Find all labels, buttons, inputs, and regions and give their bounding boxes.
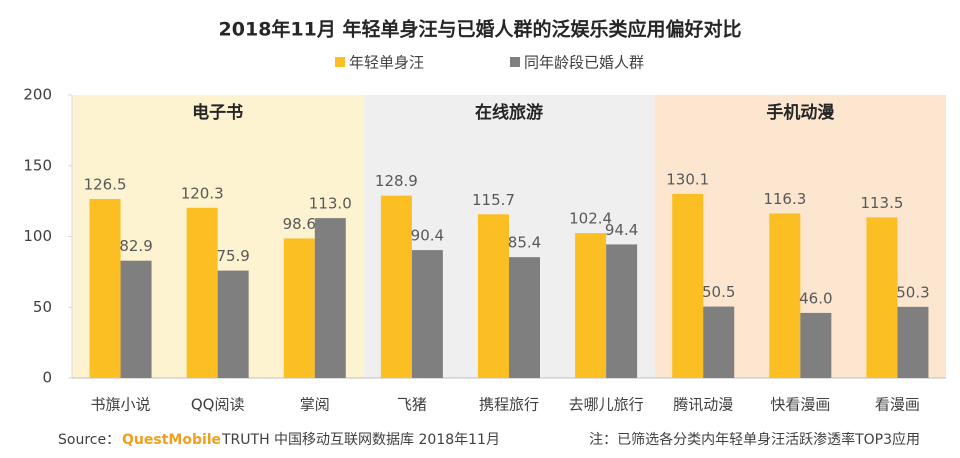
y-tick-label: 0 xyxy=(42,369,52,387)
x-tick-label: 书旗小说 xyxy=(91,396,151,414)
value-label: 130.1 xyxy=(666,170,709,188)
value-label: 50.5 xyxy=(702,283,735,301)
y-tick-label: 150 xyxy=(23,156,52,174)
bar xyxy=(217,270,249,378)
value-label: 113.0 xyxy=(309,195,352,213)
bar xyxy=(411,250,443,378)
bar xyxy=(800,312,832,378)
bar xyxy=(89,199,121,378)
bar xyxy=(897,306,929,378)
value-label: 128.9 xyxy=(375,172,418,190)
value-label: 102.4 xyxy=(569,210,612,228)
bar xyxy=(866,217,898,378)
group-label: 在线旅游 xyxy=(475,102,543,123)
bar xyxy=(380,195,412,378)
y-tick-label: 200 xyxy=(23,86,52,104)
value-label: 82.9 xyxy=(119,237,152,255)
value-label: 116.3 xyxy=(763,190,806,208)
value-label: 85.4 xyxy=(508,234,541,252)
bar xyxy=(283,238,315,378)
bar xyxy=(703,306,735,378)
value-label: 90.4 xyxy=(411,227,444,245)
y-tick-label: 50 xyxy=(33,298,52,316)
bar xyxy=(769,213,801,378)
x-tick-label: 飞猪 xyxy=(397,396,427,414)
group-label: 电子书 xyxy=(192,102,243,123)
footnote: 注：已筛选各分类内年轻单身汪活跃渗透率TOP3应用 xyxy=(589,431,920,448)
x-tick-label: 看漫画 xyxy=(875,396,920,414)
legend-label: 同年龄段已婚人群 xyxy=(524,54,644,72)
x-tick-label: 腾讯动漫 xyxy=(673,396,733,414)
legend-swatch xyxy=(335,57,345,67)
source-text: TRUTH 中国移动互联网数据库 2018年11月 xyxy=(221,432,500,448)
x-tick-label: 快看漫画 xyxy=(770,396,830,414)
x-tick-label: 掌阅 xyxy=(300,396,330,414)
source-brand: QuestMobile xyxy=(122,432,221,448)
value-label: 75.9 xyxy=(216,247,249,265)
value-label: 126.5 xyxy=(84,176,127,194)
chart-title: 2018年11月 年轻单身汪与已婚人群的泛娱乐类应用偏好对比 xyxy=(219,18,742,41)
value-label: 98.6 xyxy=(283,215,316,233)
group-label: 手机动漫 xyxy=(766,102,835,123)
bar xyxy=(575,233,607,378)
value-label: 115.7 xyxy=(472,191,515,209)
value-label: 50.3 xyxy=(896,283,929,301)
bar xyxy=(186,207,218,378)
bar xyxy=(672,193,704,378)
y-tick-label: 100 xyxy=(23,227,52,245)
bar xyxy=(314,218,346,378)
x-tick-label: 去哪儿旅行 xyxy=(569,396,644,414)
value-label: 46.0 xyxy=(799,289,832,307)
value-label: 94.4 xyxy=(605,221,638,239)
value-label: 113.5 xyxy=(860,194,903,212)
legend-label: 年轻单身汪 xyxy=(349,54,424,72)
bar xyxy=(478,214,509,378)
value-label: 120.3 xyxy=(181,184,224,202)
x-tick-label: 携程旅行 xyxy=(479,396,539,414)
bar xyxy=(606,244,638,378)
source-label: Source： xyxy=(58,432,120,448)
x-tick-label: QQ阅读 xyxy=(191,396,245,414)
legend-swatch xyxy=(510,57,520,67)
bar xyxy=(120,260,152,378)
bar xyxy=(509,257,540,378)
